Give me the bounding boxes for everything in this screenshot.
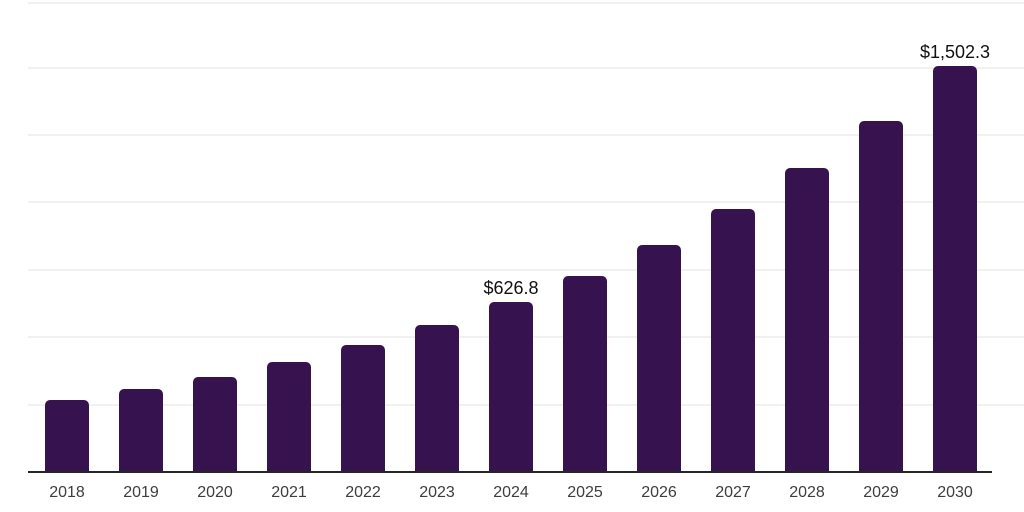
x-tick-label-2029: 2029 xyxy=(863,484,899,501)
x-tick-label-2022: 2022 xyxy=(345,484,381,501)
x-tick-label-2025: 2025 xyxy=(567,484,603,501)
bar-2026[interactable] xyxy=(637,244,681,471)
x-tick-label-2028: 2028 xyxy=(789,484,825,501)
bar-2030[interactable] xyxy=(933,66,977,471)
data-label-2030: $1,502.3 xyxy=(919,42,991,62)
x-tick-label-2023: 2023 xyxy=(419,484,455,501)
bar-2021[interactable] xyxy=(267,361,311,471)
x-tick-label-2030: 2030 xyxy=(937,484,973,501)
bar-2019[interactable] xyxy=(119,389,163,471)
bar-2024[interactable] xyxy=(489,302,533,471)
x-tick-label-2020: 2020 xyxy=(197,484,233,501)
bar-2027[interactable] xyxy=(711,209,755,471)
x-tick-label-2027: 2027 xyxy=(715,484,751,501)
bar-2022[interactable] xyxy=(341,344,385,471)
x-tick-label-2018: 2018 xyxy=(49,484,85,501)
gridline-750 xyxy=(28,269,1024,271)
data-label-2024: $626.8 xyxy=(483,278,539,299)
x-tick-label-2019: 2019 xyxy=(123,484,159,501)
x-axis-line xyxy=(28,471,992,473)
bar-2025[interactable] xyxy=(563,275,607,471)
gridline-1500 xyxy=(28,67,1024,69)
bar-2028[interactable] xyxy=(785,168,829,471)
x-tick-label-2026: 2026 xyxy=(641,484,677,501)
bar-2029[interactable] xyxy=(859,120,903,471)
bar-2023[interactable] xyxy=(415,324,459,471)
x-tick-label-2024: 2024 xyxy=(493,484,529,501)
x-tick-label-2021: 2021 xyxy=(271,484,307,501)
bar-2018[interactable] xyxy=(45,400,89,471)
gridline-1250 xyxy=(28,134,1024,136)
gridline-1000 xyxy=(28,201,1024,203)
bar-2020[interactable] xyxy=(193,376,237,471)
gridline-1750 xyxy=(28,2,1024,4)
